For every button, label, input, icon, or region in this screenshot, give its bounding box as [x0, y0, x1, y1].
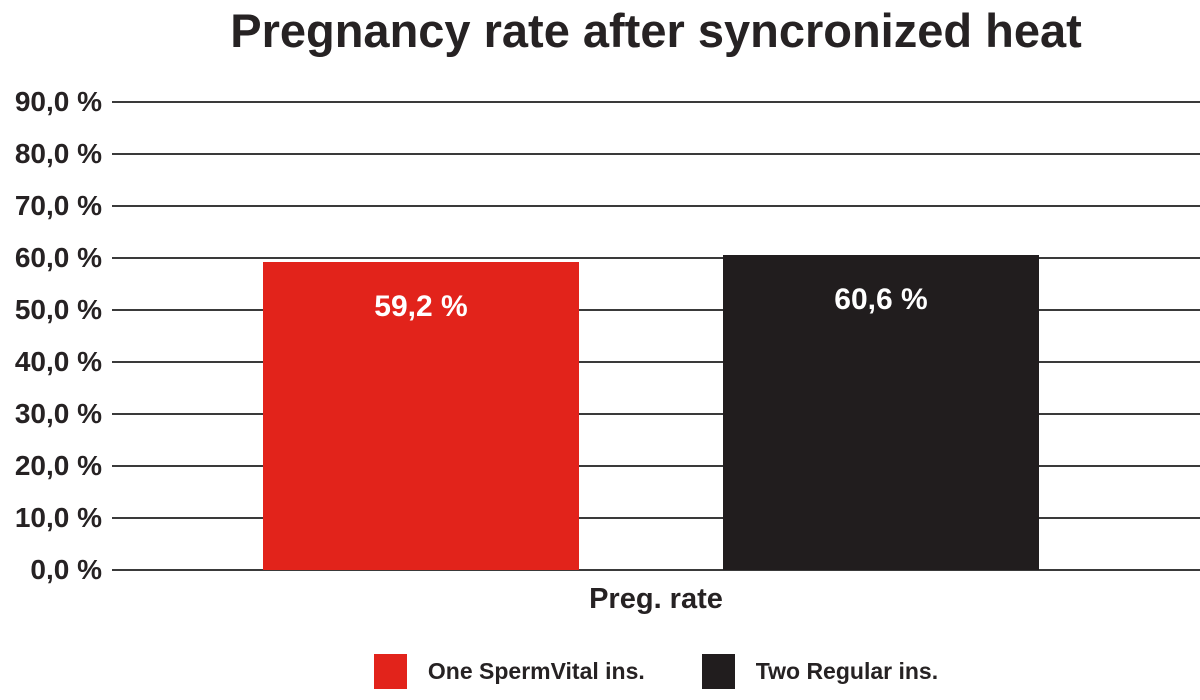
bar-value-label: 59,2 % — [374, 290, 468, 323]
legend-swatch — [373, 654, 407, 689]
gridline-0 — [112, 569, 1200, 571]
gridline-90 — [112, 101, 1200, 103]
gridline-80 — [112, 153, 1200, 155]
y-tick-label-90: 90,0 % — [14, 86, 102, 117]
gridline-60 — [112, 257, 1200, 259]
y-tick-label-10: 10,0 % — [14, 502, 102, 533]
x-axis-label: Preg. rate — [589, 583, 723, 615]
legend-item-regular: Two Regular ins. — [701, 654, 939, 689]
y-tick-label-30: 30,0 % — [14, 398, 102, 429]
y-tick-label-80: 80,0 % — [14, 138, 102, 169]
gridline-20 — [112, 465, 1200, 467]
legend: One SpermVital ins. Two Regular ins. — [112, 654, 1200, 689]
chart-title: Pregnancy rate after syncronized heat — [230, 4, 1082, 57]
gridline-30 — [112, 413, 1200, 415]
bar-value-label: 60,6 % — [834, 283, 928, 316]
gridline-70 — [112, 205, 1200, 207]
y-tick-label-40: 40,0 % — [14, 346, 102, 377]
legend-item-spermvital: One SpermVital ins. — [373, 654, 645, 689]
y-tick-label-50: 50,0 % — [14, 294, 102, 325]
bar-spermvital: 59,2 % — [263, 262, 579, 570]
legend-label: One SpermVital ins. — [427, 658, 645, 684]
gridline-10 — [112, 517, 1200, 519]
gridline-40 — [112, 361, 1200, 363]
bar-regular: 60,6 % — [723, 255, 1039, 570]
plot-area: 59,2 % 60,6 % — [112, 101, 1200, 571]
gridline-50 — [112, 309, 1200, 311]
y-tick-label-70: 70,0 % — [14, 190, 102, 221]
y-tick-label-60: 60,0 % — [14, 242, 102, 273]
y-tick-label-20: 20,0 % — [14, 450, 102, 481]
legend-swatch — [701, 654, 735, 689]
y-axis-labels: 0,0 % 10,0 % 20,0 % 30,0 % 40,0 % 50,0 % 60,0 … — [0, 86, 102, 585]
legend-label: Two Regular ins. — [755, 658, 939, 684]
y-tick-label-0: 0,0 % — [30, 554, 102, 585]
